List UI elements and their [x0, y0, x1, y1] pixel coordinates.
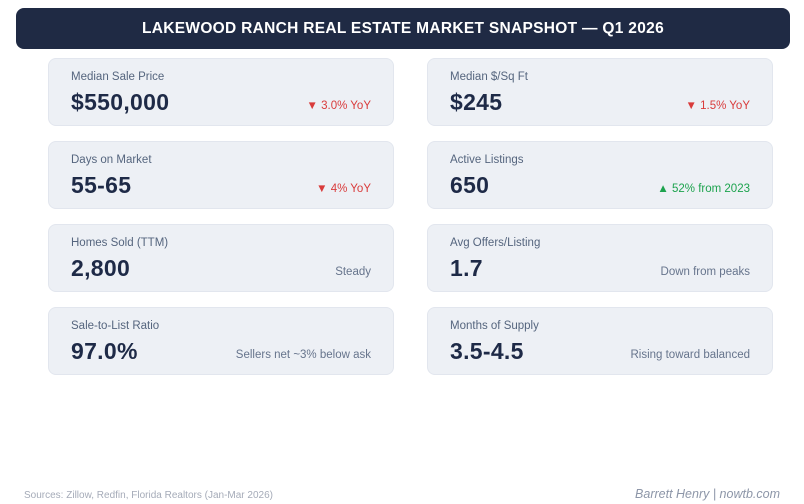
stat-delta: Sellers net ~3% below ask [235, 349, 371, 361]
stat-label: Sale-to-List Ratio [71, 320, 160, 332]
header-banner: LAKEWOOD RANCH REAL ESTATE MARKET SNAPSH… [16, 8, 790, 49]
stat-delta: ▼ 3.0% YoY [306, 100, 371, 112]
stat-card-avg-offers-per-listing: Avg Offers/Listing 1.7 Down from peaks [427, 224, 773, 292]
stat-label: Avg Offers/Listing [450, 237, 541, 249]
sources-note: Sources: Zillow, Redfin, Florida Realtor… [24, 490, 273, 501]
stat-label: Median Sale Price [71, 71, 165, 83]
stat-value: 3.5-4.5 [450, 338, 524, 364]
stat-delta: Steady [335, 266, 371, 278]
stat-delta: ▼ 4% YoY [316, 183, 371, 195]
stat-value: 1.7 [450, 255, 483, 281]
stat-label: Homes Sold (TTM) [71, 237, 169, 249]
stat-card-median-sale-price: Median Sale Price $550,000 ▼ 3.0% YoY [48, 58, 394, 126]
stat-label: Median $/Sq Ft [450, 71, 528, 83]
stat-label: Active Listings [450, 154, 524, 166]
stat-delta: Rising toward balanced [630, 349, 750, 361]
stat-delta: Down from peaks [660, 266, 750, 278]
footer: Sources: Zillow, Redfin, Florida Realtor… [24, 487, 780, 501]
stat-delta: ▼ 1.5% YoY [685, 100, 750, 112]
stat-card-homes-sold: Homes Sold (TTM) 2,800 Steady [48, 224, 394, 292]
stat-value: 2,800 [71, 255, 131, 281]
stat-value: 55-65 [71, 172, 132, 198]
attribution: Barrett Henry | nowtb.com [635, 487, 780, 501]
stats-grid: Median Sale Price $550,000 ▼ 3.0% YoY Me… [0, 58, 804, 375]
stat-card-months-of-supply: Months of Supply 3.5-4.5 Rising toward b… [427, 307, 773, 375]
stat-delta: ▲ 52% from 2023 [657, 183, 750, 195]
stat-value: 650 [450, 172, 490, 198]
stat-value: 97.0% [71, 338, 138, 364]
stat-value: $245 [450, 89, 503, 115]
stat-label: Days on Market [71, 154, 152, 166]
stat-value: $550,000 [71, 89, 170, 115]
stat-card-days-on-market: Days on Market 55-65 ▼ 4% YoY [48, 141, 394, 209]
stat-card-sale-to-list-ratio: Sale-to-List Ratio 97.0% Sellers net ~3%… [48, 307, 394, 375]
stat-card-median-price-per-sqft: Median $/Sq Ft $245 ▼ 1.5% YoY [427, 58, 773, 126]
stat-label: Months of Supply [450, 320, 539, 332]
stat-card-active-listings: Active Listings 650 ▲ 52% from 2023 [427, 141, 773, 209]
page-title: LAKEWOOD RANCH REAL ESTATE MARKET SNAPSH… [142, 19, 664, 37]
